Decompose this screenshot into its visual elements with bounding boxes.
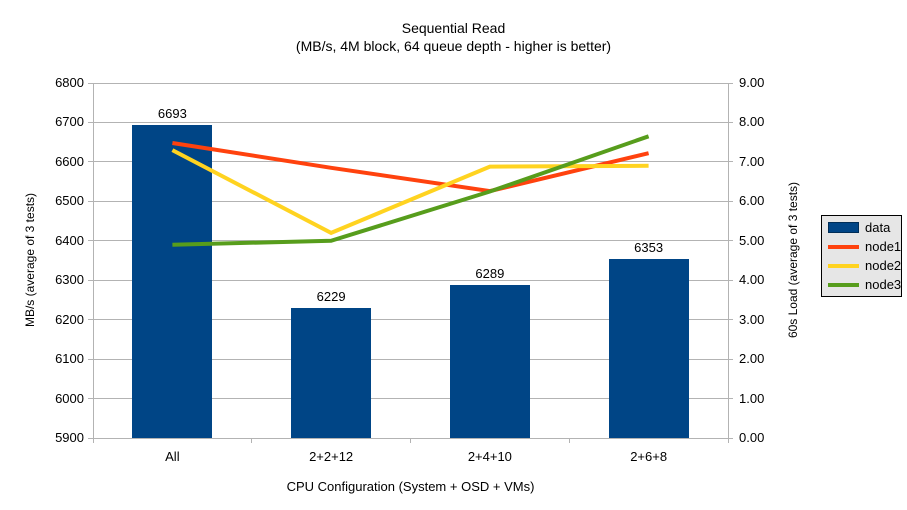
left-axis-tick-label: 6800: [55, 75, 84, 90]
bar-2+2+12: [291, 308, 372, 438]
bar-All: [132, 125, 213, 438]
left-axis-title: MB/s (average of 3 tests): [23, 192, 37, 328]
chart-title: Sequential Read: [401, 20, 506, 36]
right-axis-tick-mark: [728, 161, 733, 163]
left-axis-tick-mark: [88, 319, 93, 321]
right-axis-tick-label: 9.00: [739, 75, 765, 90]
line-node2: [171, 148, 649, 236]
left-axis-tick-label: 6200: [55, 311, 84, 327]
bar-2+6+8: [608, 259, 689, 438]
line-node1: [172, 141, 650, 194]
right-axis-tick-label: 2.00: [739, 351, 765, 367]
left-axis-line: [93, 83, 94, 438]
right-axis-tick-mark: [728, 121, 733, 123]
legend-swatch-node1: [828, 244, 859, 249]
left-axis-tick-label: 6400: [55, 232, 84, 248]
line-node3: [172, 134, 650, 247]
bar-value-label: 6693: [157, 106, 187, 122]
right-axis-tick-label: 3.00: [739, 311, 765, 327]
gridline: [93, 82, 729, 84]
left-axis-tick-label: 6600: [55, 153, 84, 169]
right-axis-tick-label: 6.00: [739, 193, 765, 209]
left-axis-tick-label: 6000: [55, 390, 84, 406]
legend-swatch-node3: [828, 282, 859, 287]
left-axis-tick-label: 6100: [55, 351, 84, 367]
x-axis-title: CPU Configuration (System + OSD + VMs): [286, 479, 535, 494]
left-axis-tick-mark: [88, 437, 93, 439]
right-axis-tick-mark: [728, 398, 733, 400]
legend-swatch-node2: [828, 263, 859, 268]
bottom-axis-tick-mark: [727, 438, 729, 443]
right-axis-tick-label: 0.00: [739, 430, 765, 445]
bottom-axis-tick-mark: [251, 438, 253, 443]
x-category-label: All: [165, 449, 180, 464]
right-axis-line: [728, 83, 729, 438]
legend-label: node2: [865, 258, 902, 273]
left-axis-tick-mark: [88, 82, 93, 84]
right-axis-tick-label: 8.00: [739, 114, 765, 130]
bottom-axis-tick-mark: [92, 438, 94, 443]
x-category-label: 2+6+8: [630, 449, 668, 464]
right-axis-tick-mark: [728, 240, 733, 242]
legend: data node1 node2 node3: [821, 215, 902, 297]
gridline: [93, 358, 729, 360]
bar-value-label: 6353: [634, 240, 664, 256]
x-category-label: 2+2+12: [309, 449, 354, 464]
bar-value-label: 6229: [316, 289, 346, 305]
left-axis-tick-mark: [88, 161, 93, 163]
left-axis-tick-label: 6700: [55, 114, 84, 130]
right-axis-tick-mark: [728, 319, 733, 321]
right-axis-tick-mark: [728, 358, 733, 360]
legend-label: node3: [865, 277, 902, 292]
legend-item-data: data: [828, 218, 901, 237]
bar-value-label: 6289: [475, 265, 505, 281]
gridline: [93, 398, 729, 400]
left-axis-tick-mark: [88, 121, 93, 123]
legend-item-node2: node2: [828, 256, 901, 275]
left-axis-tick-mark: [88, 358, 93, 360]
legend-item-node1: node1: [828, 237, 901, 256]
right-axis-tick-mark: [728, 279, 733, 281]
bottom-axis-tick-mark: [410, 438, 411, 443]
x-category-label: 2+4+10: [467, 449, 512, 464]
right-axis-tick-mark: [728, 437, 733, 439]
left-axis-tick-label: 6500: [55, 193, 84, 209]
bottom-axis-tick-mark: [568, 438, 570, 443]
right-axis-tick-label: 5.00: [739, 232, 765, 248]
legend-swatch-data: [828, 222, 859, 233]
left-axis-tick-label: 5900: [55, 430, 84, 445]
left-axis-tick-mark: [88, 398, 93, 400]
chart-subtitle: (MB/s, 4M block, 64 queue depth - higher…: [295, 38, 612, 54]
gridline: [93, 121, 729, 123]
legend-label: data: [865, 220, 891, 235]
legend-item-node3: node3: [828, 275, 901, 294]
left-axis-tick-mark: [88, 240, 93, 242]
left-axis-tick-mark: [88, 200, 93, 202]
right-axis-tick-mark: [728, 200, 733, 202]
gridline: [93, 319, 729, 321]
left-axis-tick-mark: [88, 279, 93, 281]
right-axis-tick-label: 7.00: [739, 153, 765, 169]
right-axis-title: 60s Load (average of 3 tests): [786, 181, 800, 339]
right-axis-tick-label: 4.00: [739, 272, 765, 288]
gridline: [93, 279, 729, 281]
bottom-axis-line: [93, 438, 729, 439]
bar-2+4+10: [449, 284, 530, 438]
right-axis-tick-label: 1.00: [739, 390, 765, 406]
legend-label: node1: [865, 239, 902, 254]
right-axis-tick-mark: [728, 82, 733, 84]
left-axis-tick-label: 6300: [55, 272, 84, 288]
